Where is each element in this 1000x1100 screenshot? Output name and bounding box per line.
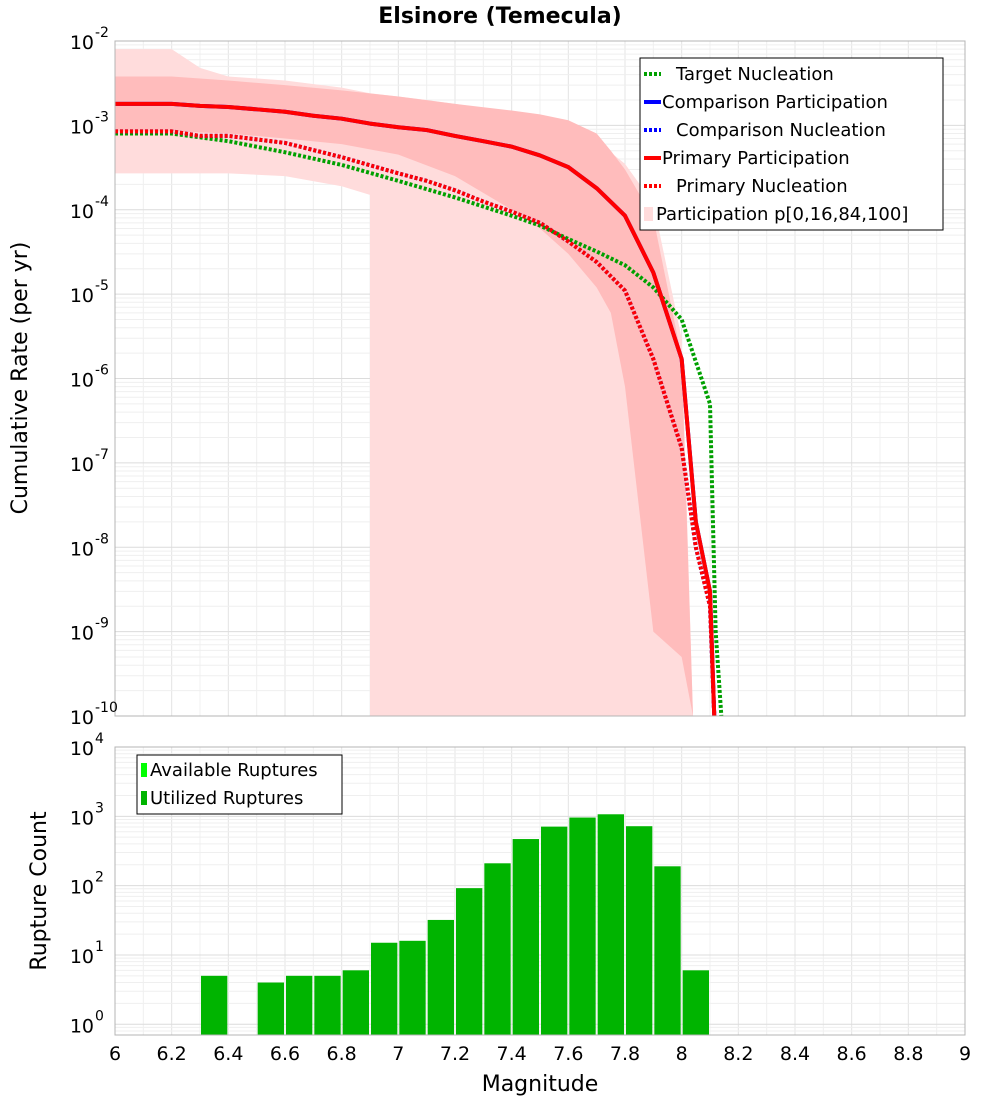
bar-utilized bbox=[654, 866, 681, 1035]
y-tick-label: 10 bbox=[70, 201, 94, 223]
bar-utilized bbox=[399, 940, 426, 1035]
x-tick-label: 8.4 bbox=[780, 1043, 810, 1065]
bar-utilized bbox=[257, 982, 284, 1035]
bar-utilized bbox=[456, 888, 483, 1035]
y-tick-exponent: 2 bbox=[95, 870, 104, 886]
y-tick-label: 10 bbox=[70, 370, 94, 392]
rate-series bbox=[115, 101, 724, 716]
y-tick-label: 10 bbox=[70, 1015, 94, 1037]
y-tick-label: 10 bbox=[70, 538, 94, 560]
x-tick-label: 6 bbox=[109, 1043, 121, 1065]
legend-label: Comparison Nucleation bbox=[676, 120, 886, 141]
y-tick-exponent: -4 bbox=[95, 194, 109, 210]
x-tick-labels: 6 6.2 6.4 6.6 6.8 7 7.2 7.4 7.6 7.8 8 8.2 8.4 8.6 8.8 9 bbox=[109, 1043, 971, 1065]
x-tick-label: 7 bbox=[392, 1043, 404, 1065]
legend-swatch bbox=[141, 763, 147, 777]
y-tick-exponent: -9 bbox=[95, 616, 109, 632]
x-tick-label: 7.4 bbox=[497, 1043, 527, 1065]
legend-label: Comparison Participation bbox=[662, 92, 888, 113]
legend-label: Available Ruptures bbox=[150, 760, 318, 781]
bar-utilized bbox=[484, 863, 511, 1035]
y-tick-label: 10 bbox=[70, 116, 94, 138]
y-tick-exponent: -2 bbox=[95, 25, 109, 41]
bar-utilized bbox=[342, 970, 369, 1035]
participation-bands bbox=[115, 49, 693, 716]
bar-utilized bbox=[682, 970, 709, 1035]
legend-label: Utilized Ruptures bbox=[150, 788, 303, 809]
y-tick-exponent: -8 bbox=[95, 531, 109, 547]
legend-box bbox=[136, 754, 343, 815]
legend-label: Primary Participation bbox=[662, 148, 850, 169]
y-tick-label: 10 bbox=[70, 707, 94, 729]
x-tick-label: 8 bbox=[676, 1043, 688, 1065]
bar-utilized bbox=[512, 839, 539, 1035]
x-tick-label: 9 bbox=[959, 1043, 971, 1065]
y-tick-exponent: -10 bbox=[95, 700, 118, 716]
count-y-axis-label: Rupture Count bbox=[27, 811, 52, 971]
series-primary-nucleation bbox=[115, 129, 717, 716]
y-tick-exponent: -6 bbox=[95, 363, 109, 379]
y-tick-label: 10 bbox=[70, 946, 94, 968]
y-tick-exponent: 4 bbox=[95, 731, 104, 747]
count-plot-frame bbox=[114, 746, 966, 1036]
y-tick-exponent: -3 bbox=[95, 109, 109, 125]
legend-swatch bbox=[644, 207, 653, 221]
y-tick-exponent: -5 bbox=[95, 278, 109, 294]
y-tick-label: 10 bbox=[70, 32, 94, 54]
x-tick-label: 6.8 bbox=[327, 1043, 357, 1065]
count-legend: Available Ruptures Utilized Ruptures bbox=[136, 754, 343, 815]
y-tick-label: 10 bbox=[70, 285, 94, 307]
series-primary-participation bbox=[115, 101, 717, 716]
bar-utilized bbox=[201, 975, 228, 1035]
legend-label: Primary Nucleation bbox=[676, 176, 848, 197]
bar-utilized bbox=[286, 975, 313, 1035]
bar-utilized bbox=[371, 942, 398, 1035]
x-tick-label: 6.6 bbox=[270, 1043, 300, 1065]
x-tick-label: 6.2 bbox=[157, 1043, 187, 1065]
rate-y-tick-labels: 10-210-310-410-510-610-710-810-910-10 bbox=[70, 25, 118, 729]
x-tick-label: 7.8 bbox=[610, 1043, 640, 1065]
rate-legend: Target Nucleation Comparison Participatio… bbox=[639, 57, 944, 231]
y-tick-label: 10 bbox=[70, 807, 94, 829]
count-bars bbox=[201, 814, 709, 1035]
y-tick-exponent: 0 bbox=[95, 1008, 104, 1024]
x-tick-label: 7.2 bbox=[440, 1043, 470, 1065]
series-target-nucleation bbox=[115, 131, 724, 716]
x-tick-label: 8.8 bbox=[893, 1043, 923, 1065]
legend-box bbox=[639, 57, 944, 231]
x-tick-label: 8.2 bbox=[723, 1043, 753, 1065]
legend-label: Participation p[0,16,84,100] bbox=[656, 204, 908, 225]
y-tick-label: 10 bbox=[70, 454, 94, 476]
rate-y-axis-label: Cumulative Rate (per yr) bbox=[8, 242, 33, 515]
bar-utilized bbox=[427, 919, 454, 1035]
x-tick-label: 8.6 bbox=[837, 1043, 867, 1065]
rate-panel: 10-210-310-410-510-610-710-810-910-10 Cu… bbox=[8, 25, 966, 729]
x-tick-label: 7.6 bbox=[553, 1043, 583, 1065]
y-tick-exponent: -7 bbox=[95, 447, 109, 463]
x-axis-label: Magnitude bbox=[482, 1072, 599, 1097]
bar-utilized bbox=[314, 975, 341, 1035]
y-tick-exponent: 1 bbox=[95, 939, 104, 955]
rate-plot-frame bbox=[114, 40, 966, 717]
y-tick-label: 10 bbox=[70, 877, 94, 899]
bar-utilized bbox=[597, 814, 624, 1035]
bar-utilized bbox=[569, 817, 596, 1035]
y-tick-exponent: 3 bbox=[95, 800, 104, 816]
y-tick-label: 10 bbox=[70, 738, 94, 760]
x-tick-label: 6.4 bbox=[213, 1043, 243, 1065]
bar-utilized bbox=[626, 826, 653, 1035]
legend-label: Target Nucleation bbox=[675, 64, 834, 85]
bar-utilized bbox=[541, 826, 568, 1035]
chart-title: Elsinore (Temecula) bbox=[378, 4, 621, 29]
legend-swatch bbox=[141, 791, 147, 805]
y-tick-label: 10 bbox=[70, 623, 94, 645]
